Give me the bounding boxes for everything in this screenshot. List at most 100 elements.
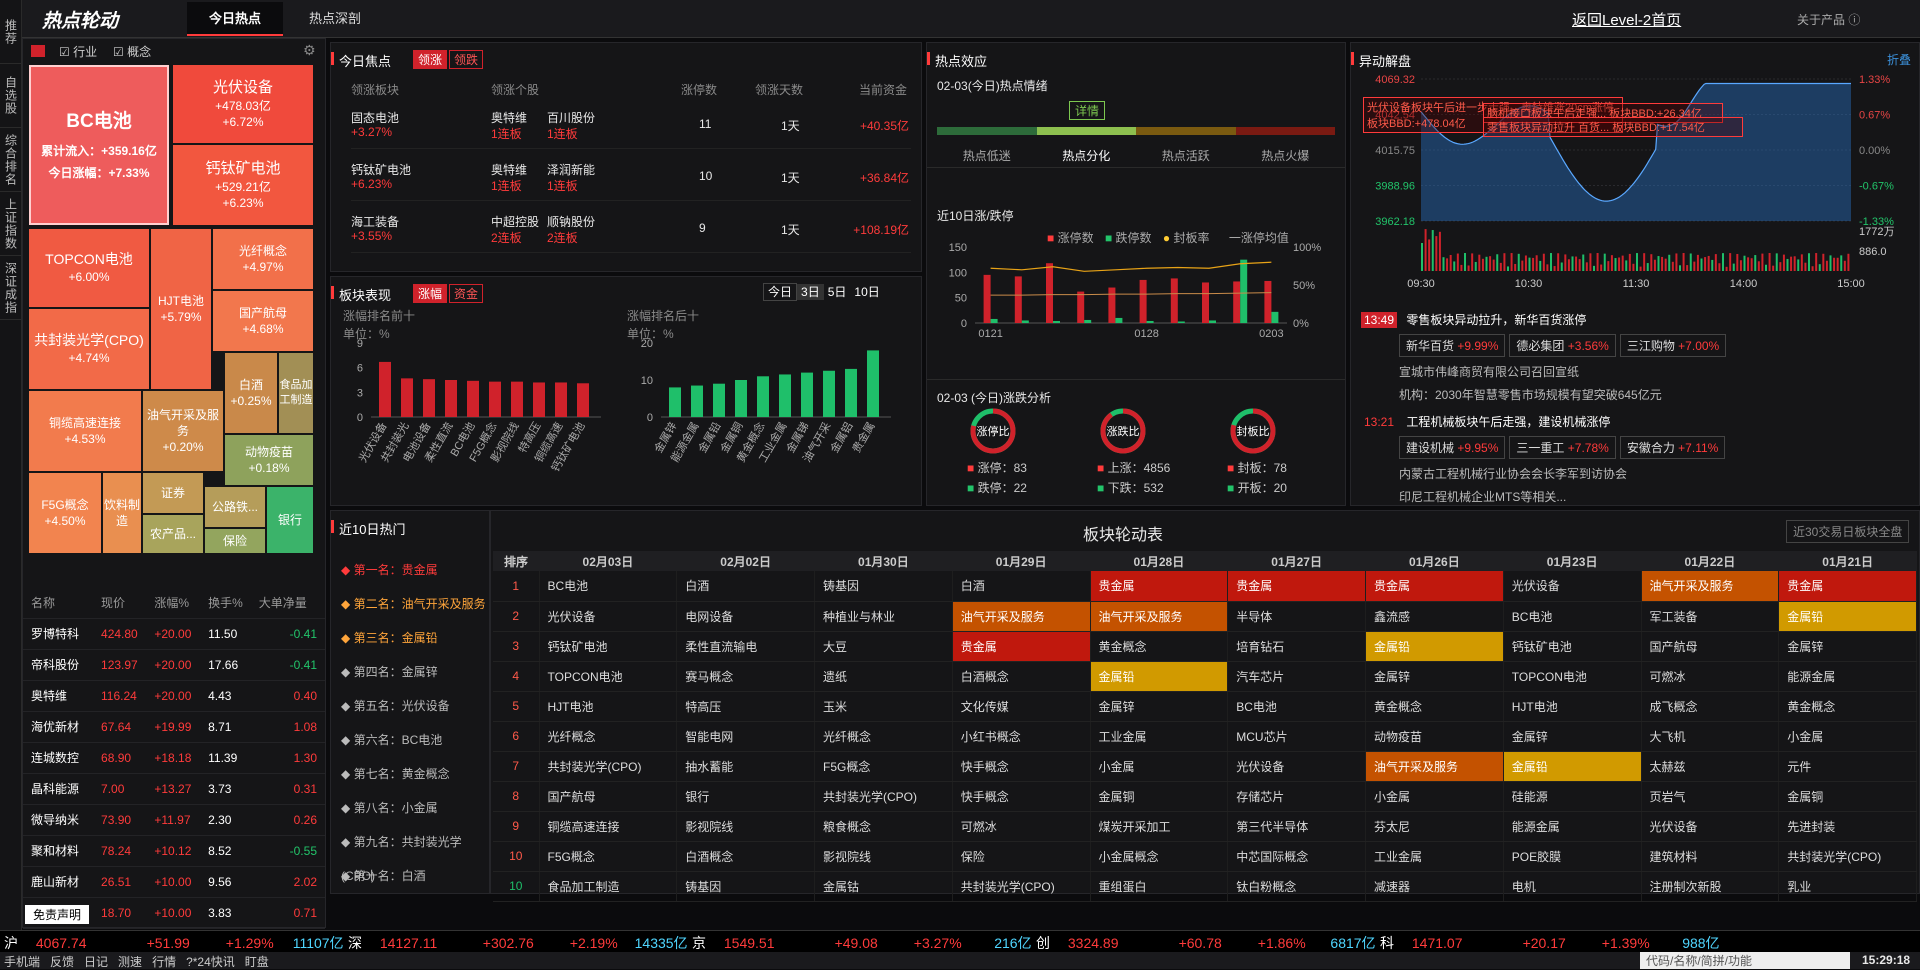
- index-quote[interactable]: 科 1471.07 +20.17 +1.39% 988亿: [1380, 933, 1720, 953]
- stock-row[interactable]: 连城数控 68.90 +18.18 11.39 1.30: [23, 742, 325, 774]
- back-level2-link[interactable]: 返回Level-2首页: [1572, 12, 1682, 29]
- focus-row[interactable]: 海工装备 +3.55% 中超控股 2连板 顺钠股份 2连板 9 1天 +108.…: [351, 207, 911, 253]
- hot-rank-item[interactable]: ◆ 第二名：油气开采及服务: [331, 587, 489, 621]
- rotation-cell[interactable]: 智能电网: [676, 721, 815, 752]
- rotation-cell[interactable]: 中芯国际概念: [1227, 841, 1366, 872]
- vtab-sh-index[interactable]: 上证指数: [0, 192, 22, 256]
- limit-down-bar[interactable]: [1084, 319, 1092, 323]
- rotation-cell[interactable]: 硅能源: [1503, 781, 1642, 812]
- rotation-cell[interactable]: 共封装光学(CPO): [539, 751, 678, 782]
- news-stock-tag[interactable]: 三一重工 +7.78%: [1509, 436, 1616, 459]
- rotation-cell[interactable]: 建筑材料: [1641, 841, 1780, 872]
- footer-item[interactable]: 日记: [84, 955, 109, 969]
- ratio-ring[interactable]: 封板比 ■ 封板：78 ■ 开板：20: [1227, 407, 1347, 503]
- fund-button[interactable]: 资金: [449, 284, 484, 303]
- limit-up-bar[interactable]: [1202, 282, 1209, 323]
- perf-bar[interactable]: [823, 370, 835, 417]
- rotation-cell[interactable]: 小金属: [1365, 781, 1504, 812]
- heatmap-tile[interactable]: 公路铁...: [205, 487, 265, 527]
- disclaimer-button[interactable]: 免责声明: [25, 905, 90, 924]
- rotation-cell[interactable]: 可燃冰: [952, 811, 1091, 842]
- heatmap-tile-bc[interactable]: BC电池 累计流入：+359.16亿 今日涨幅：+7.33%: [29, 65, 169, 225]
- rotation-cell[interactable]: 小金属: [1090, 751, 1229, 782]
- news-item[interactable]: 13:49 零售板块异动拉升，新华百货涨停 新华百货 +9.99% 德必集团 +3…: [1351, 305, 1919, 407]
- rotation-cell[interactable]: 快手概念: [952, 751, 1091, 782]
- rotation-cell[interactable]: 存储芯片: [1227, 781, 1366, 812]
- rotation-cell[interactable]: 白酒: [676, 571, 815, 602]
- rotation-cell[interactable]: 金属铅: [1090, 661, 1229, 692]
- limit-up-bar[interactable]: [1046, 263, 1053, 323]
- rotation-cell[interactable]: 光伏设备: [1503, 571, 1642, 602]
- focus-row[interactable]: 钙钛矿电池 +6.23% 奥特维 1连板 泽润新能 1连板 10 1天 +36.…: [351, 155, 911, 201]
- rotation-cell[interactable]: 减速器: [1365, 871, 1504, 902]
- perf-bar[interactable]: [401, 378, 413, 417]
- rotation-cell[interactable]: 钙钛矿电池: [539, 631, 678, 662]
- heatmap-tile[interactable]: 食品加工制造: [279, 353, 313, 433]
- limit-up-bar[interactable]: [1014, 276, 1022, 323]
- rotation-cell[interactable]: 成飞概念: [1641, 691, 1780, 722]
- period-10d[interactable]: 10日: [854, 285, 880, 299]
- rotation-cell[interactable]: BC电池: [539, 571, 678, 602]
- limit-down-bar[interactable]: [1240, 259, 1248, 323]
- rotation-cell[interactable]: 黄金概念: [1778, 691, 1917, 722]
- rotation-cell[interactable]: 乳业: [1778, 871, 1917, 902]
- news-stock-tag[interactable]: 安徽合力 +7.11%: [1619, 436, 1726, 459]
- limit-down-bar[interactable]: [1271, 311, 1279, 323]
- rotation-cell[interactable]: 遗纸: [814, 661, 953, 692]
- lead-up-button[interactable]: 领涨: [413, 50, 448, 69]
- perf-bar[interactable]: [867, 350, 879, 417]
- limit-up-bar[interactable]: [1264, 280, 1272, 323]
- rotation-cell[interactable]: HJT电池: [539, 691, 678, 722]
- rotation-cell[interactable]: 金属锌: [1365, 661, 1504, 692]
- ratio-ring[interactable]: 涨跌比 ■ 上涨：4856 ■ 下跌：532: [1097, 407, 1217, 503]
- rotation-cell[interactable]: 快手概念: [952, 781, 1091, 812]
- limit-down-bar[interactable]: [1209, 320, 1216, 323]
- news-stock-tag[interactable]: 德必集团 +3.56%: [1509, 334, 1616, 357]
- hot-rank-item[interactable]: ◆ 第三名：金属铅: [331, 621, 489, 655]
- tab-deep-analysis[interactable]: 热点深剖: [309, 11, 362, 26]
- gain-button[interactable]: 涨幅: [413, 284, 448, 303]
- stock-row[interactable]: 帝科股份 123.97 +20.00 17.66 -0.41: [23, 649, 325, 681]
- rotation-cell[interactable]: 国产航母: [539, 781, 678, 812]
- rotation-cell[interactable]: 太赫兹: [1641, 751, 1780, 782]
- heatmap-tile[interactable]: 饮料制造: [103, 473, 141, 553]
- index-quote[interactable]: 深 14127.11 +302.76 +2.19% 14335亿: [348, 933, 688, 953]
- hot-rank-item[interactable]: ◆ 第十名：白酒: [331, 859, 489, 893]
- limit-down-bar[interactable]: [1115, 317, 1123, 323]
- footer-item[interactable]: 行情: [152, 955, 177, 969]
- rotation-cell[interactable]: 半导体: [1227, 601, 1366, 632]
- rotation-cell[interactable]: 贵金属: [952, 631, 1091, 662]
- rotation-cell[interactable]: 小金属: [1778, 721, 1917, 752]
- news-stock-tag[interactable]: 三江购物 +7.00%: [1619, 334, 1727, 357]
- heatmap-tile[interactable]: 铜缆高速连接 +4.53%: [29, 391, 141, 471]
- footer-item[interactable]: ?*24快讯: [186, 955, 235, 969]
- rotation-cell[interactable]: 铸基因: [814, 571, 953, 602]
- heatmap-tile[interactable]: F5G概念 +4.50%: [29, 473, 101, 553]
- perf-bar[interactable]: [379, 361, 391, 417]
- rotation-cell[interactable]: POE胶膜: [1503, 841, 1642, 872]
- footer-item[interactable]: 测速: [118, 955, 143, 969]
- rotation-cell[interactable]: BC电池: [1503, 601, 1642, 632]
- rotation-cell[interactable]: 共封装光学(CPO): [814, 781, 953, 812]
- rotation-cell[interactable]: 保险: [952, 841, 1091, 872]
- heatmap-tile[interactable]: 国产航母 +4.68%: [213, 291, 313, 351]
- about-product-link[interactable]: 关于产品 ⓘ: [1797, 13, 1861, 27]
- rotation-cell[interactable]: 金属铜: [1778, 781, 1917, 812]
- collapse-button[interactable]: 折叠: [1887, 53, 1912, 67]
- rotation-cell[interactable]: 铸基因: [676, 871, 815, 902]
- heatmap-tile[interactable]: 证券: [143, 473, 203, 513]
- rotation-cell[interactable]: 白酒概念: [952, 661, 1091, 692]
- heatmap-tile[interactable]: TOPCON电池 +6.00%: [29, 229, 149, 307]
- rotation-cell[interactable]: BC电池: [1227, 691, 1366, 722]
- rotation-cell[interactable]: 可燃冰: [1641, 661, 1780, 692]
- rotation-cell[interactable]: 第三代半导体: [1227, 811, 1366, 842]
- rotation-cell[interactable]: 种植业与林业: [814, 601, 953, 632]
- rotation-cell[interactable]: 金属铅: [1503, 751, 1642, 782]
- rotation-cell[interactable]: 文化传媒: [952, 691, 1091, 722]
- rotation-cell[interactable]: 钙钛矿电池: [1503, 631, 1642, 662]
- rotation-cell[interactable]: 钛白粉概念: [1227, 871, 1366, 902]
- stock-row[interactable]: 微导纳米 73.90 +11.97 2.30 0.26: [23, 804, 325, 836]
- rotation-cell[interactable]: 铜缆高速连接: [539, 811, 678, 842]
- hot-rank-item[interactable]: ◆ 第七名：黄金概念: [331, 757, 489, 791]
- perf-bar[interactable]: [779, 374, 791, 417]
